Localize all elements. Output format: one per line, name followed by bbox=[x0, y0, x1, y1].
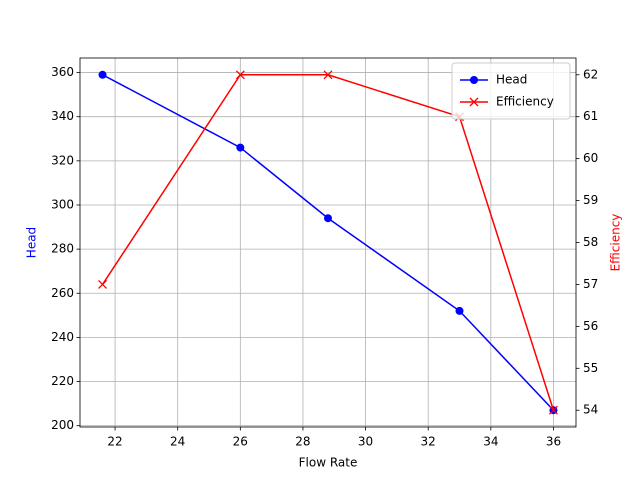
legend: Head Efficiency bbox=[451, 62, 571, 120]
y-tick-label: 320 bbox=[51, 153, 74, 167]
point-marker bbox=[455, 306, 464, 315]
y-tick-label: 360 bbox=[51, 65, 74, 79]
x-tick-label: 24 bbox=[170, 435, 185, 449]
point-marker bbox=[236, 143, 245, 152]
y2-tick-label: 62 bbox=[583, 67, 598, 81]
point-marker bbox=[98, 279, 108, 289]
x-tick-label: 26 bbox=[233, 435, 248, 449]
y2-tick-label: 56 bbox=[583, 319, 598, 333]
x-tick-label: 32 bbox=[421, 435, 436, 449]
y2-tick-label: 58 bbox=[583, 235, 598, 249]
legend-label: Head bbox=[496, 73, 527, 87]
x-axis-label: Flow Rate bbox=[299, 456, 358, 470]
point-marker bbox=[235, 70, 245, 80]
y-tick-label: 340 bbox=[51, 109, 74, 123]
y2-tick-label: 57 bbox=[583, 277, 598, 291]
x-tick-label: 34 bbox=[483, 435, 498, 449]
point-marker bbox=[548, 405, 558, 415]
series-line bbox=[102, 74, 554, 411]
y-tick-label: 280 bbox=[51, 242, 74, 256]
legend-marker bbox=[470, 76, 478, 84]
point-marker bbox=[324, 214, 332, 223]
y-tick-label: 300 bbox=[51, 197, 74, 211]
x-tick-label: 22 bbox=[107, 435, 122, 449]
y2-tick-label: 55 bbox=[583, 361, 598, 375]
y-tick-label: 200 bbox=[51, 418, 74, 432]
x-tick-label: 28 bbox=[295, 435, 310, 449]
point-marker bbox=[98, 70, 107, 79]
legend-marker bbox=[469, 97, 479, 107]
y2-tick-label: 59 bbox=[583, 193, 598, 207]
y2-tick-label: 60 bbox=[583, 151, 598, 165]
y2-tick-label: 54 bbox=[583, 403, 598, 417]
y-tick-label: 260 bbox=[51, 286, 74, 300]
y2-axis-label: Efficiency bbox=[609, 214, 623, 272]
y2-tick-label: 61 bbox=[583, 109, 598, 123]
legend-box bbox=[451, 62, 571, 120]
legend-label: Efficiency bbox=[496, 95, 554, 109]
point-marker bbox=[323, 70, 333, 80]
plot-frame bbox=[79, 57, 577, 428]
y-tick-label: 220 bbox=[51, 374, 74, 388]
y-axis-label: Head bbox=[25, 227, 39, 258]
x-tick-label: 36 bbox=[546, 435, 561, 449]
x-tick-label: 30 bbox=[358, 435, 373, 449]
series-line bbox=[101, 74, 555, 411]
y-tick-label: 240 bbox=[51, 330, 74, 344]
